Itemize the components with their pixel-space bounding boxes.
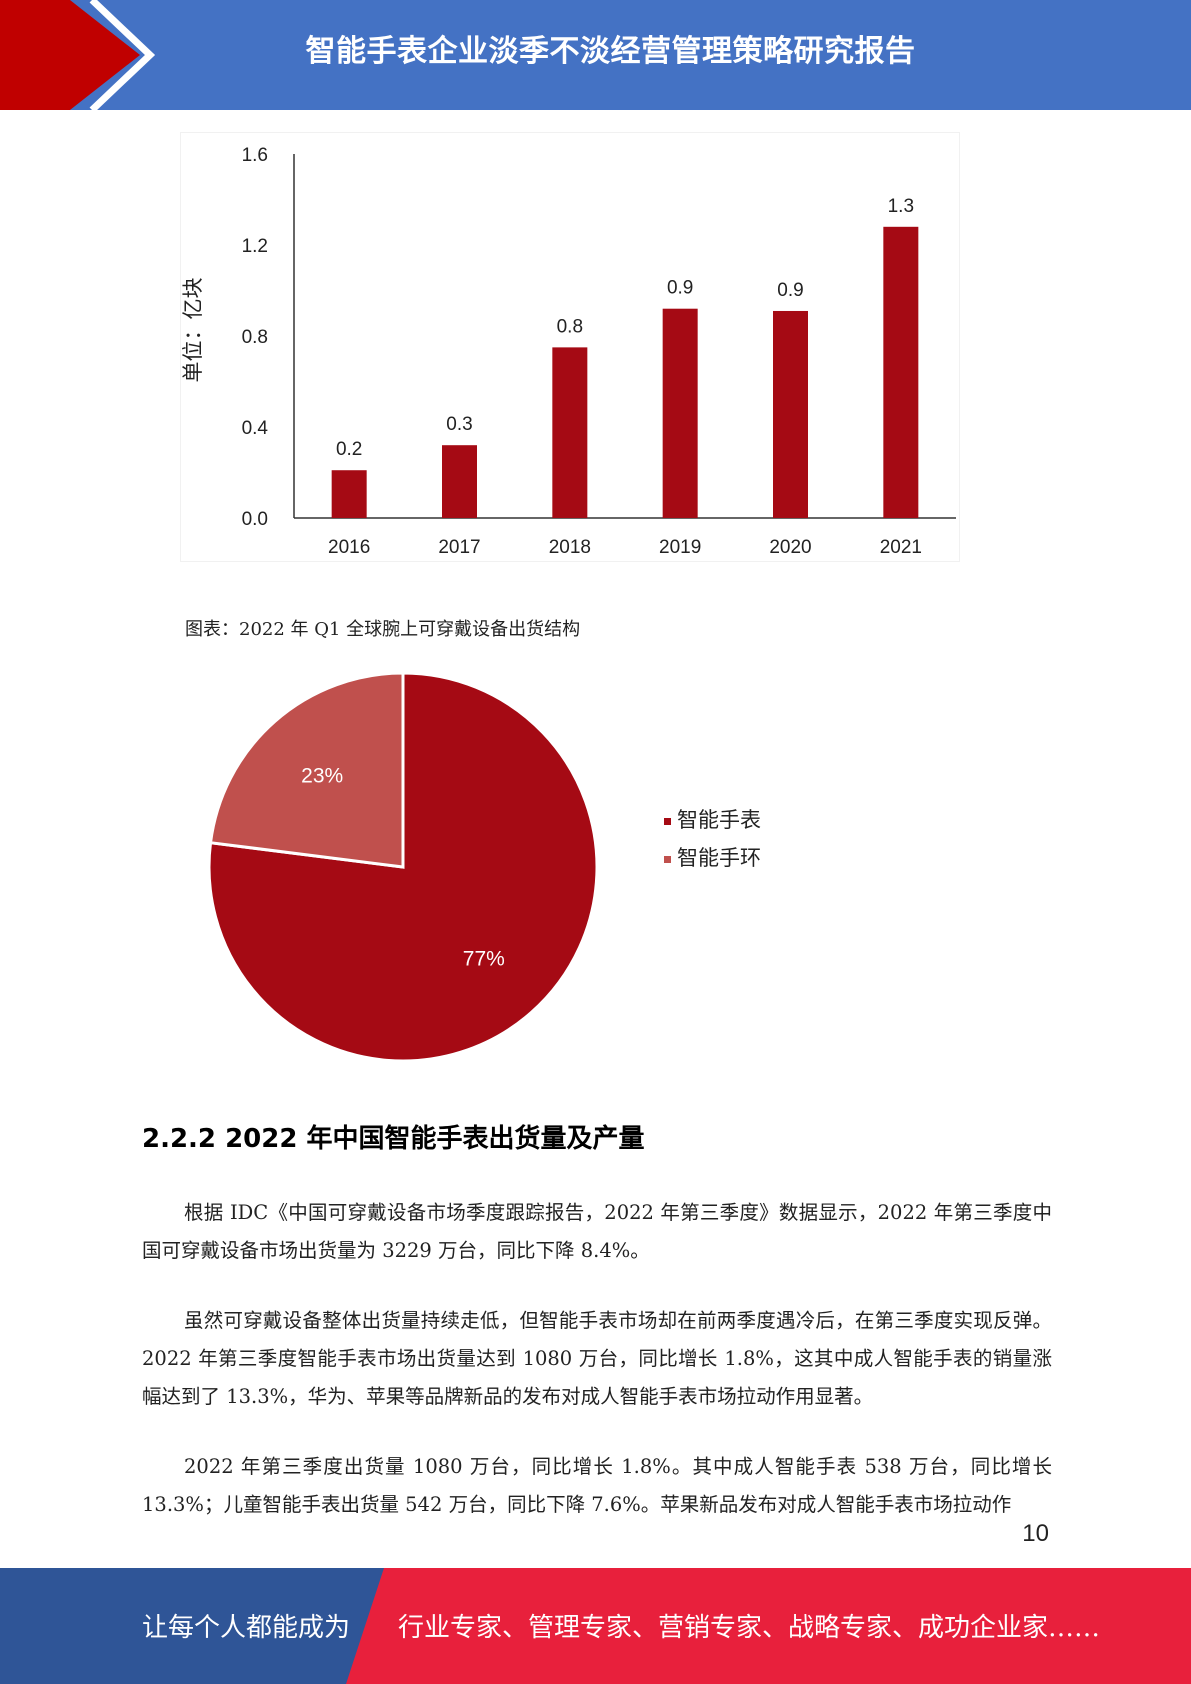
footer-banner-graphic bbox=[0, 1568, 1191, 1684]
y-axis-title: 单位：亿块 bbox=[181, 278, 205, 383]
header-banner-graphic bbox=[0, 0, 1191, 110]
bar-2019 bbox=[662, 308, 698, 518]
x-tick-label: 2018 bbox=[549, 537, 591, 558]
y-tick-label: 0.4 bbox=[242, 418, 269, 439]
bar-2021 bbox=[883, 226, 919, 519]
body-paragraph: 虽然可穿戴设备整体出货量持续走低，但智能手表市场却在前两季度遇冷后，在第三季度实… bbox=[142, 1309, 1052, 1408]
bar-data-label: 0.8 bbox=[557, 316, 583, 337]
bar-data-label: 0.2 bbox=[336, 439, 362, 460]
bar-data-label: 0.9 bbox=[777, 280, 803, 301]
legend-swatch bbox=[664, 856, 671, 863]
legend-label: 智能手环 bbox=[677, 846, 761, 870]
y-tick-label: 1.6 bbox=[242, 145, 268, 166]
y-tick-label: 0.8 bbox=[242, 327, 268, 348]
body-paragraph: 根据 IDC《中国可穿戴设备市场季度跟踪报告，2022 年第三季度》数据显示，2… bbox=[142, 1201, 1052, 1262]
x-tick-label: 2016 bbox=[328, 537, 370, 558]
page-number: 10 bbox=[1022, 1520, 1049, 1547]
y-tick-label: 0.0 bbox=[242, 509, 268, 530]
pie-slice-label: 77% bbox=[463, 948, 505, 971]
x-tick-label: 2021 bbox=[880, 537, 922, 558]
bar-data-label: 0.9 bbox=[667, 278, 693, 299]
legend-label: 智能手表 bbox=[677, 808, 761, 832]
pie-slice-label: 23% bbox=[301, 764, 343, 787]
x-tick-label: 2017 bbox=[438, 537, 480, 558]
bar-2018 bbox=[552, 347, 588, 518]
bar-data-label: 0.3 bbox=[446, 414, 472, 435]
bar-data-label: 1.3 bbox=[888, 196, 914, 217]
report-title: 智能手表企业淡季不淡经营管理策略研究报告 bbox=[305, 34, 916, 69]
page-header: 智能手表企业淡季不淡经营管理策略研究报告 bbox=[0, 0, 1191, 110]
bar-2020 bbox=[773, 310, 808, 518]
x-tick-label: 2020 bbox=[769, 537, 811, 558]
page-footer: 让每个人都能成为 行业专家、管理专家、营销专家、战略专家、成功企业家…… bbox=[0, 1568, 1191, 1684]
bar-chart: 0.0 0.4 0.8 1.2 1.6 单位：亿块 0.2 2016 0.3 2017 0.8 20… bbox=[180, 132, 960, 562]
pie-slice-智能手环 bbox=[208, 671, 405, 869]
body-paragraph: 2022 年第三季度出货量 1080 万台，同比增长 1.8%。其中成人智能手表… bbox=[142, 1455, 1052, 1516]
bar-2017 bbox=[442, 445, 477, 518]
footer-slogan-left: 让每个人都能成为 bbox=[142, 1613, 351, 1643]
bar-chart-svg: 0.0 0.4 0.8 1.2 1.6 单位：亿块 0.2 2016 0.3 2017 0.8 20… bbox=[181, 145, 956, 558]
section-heading: 2.2.2 2022 年中国智能手表出货量及产量 bbox=[142, 1124, 645, 1154]
legend-swatch bbox=[664, 818, 671, 825]
pie-chart-caption: 图表：2022 年 Q1 全球腕上可穿戴设备出货结构 bbox=[185, 619, 581, 640]
pie-chart: 77% 23% 智能手表智能手环 bbox=[185, 660, 805, 1070]
y-tick-label: 1.2 bbox=[242, 236, 268, 257]
x-tick-label: 2019 bbox=[659, 537, 701, 558]
footer-slogan-right: 行业专家、管理专家、营销专家、战略专家、成功企业家…… bbox=[398, 1613, 1101, 1643]
bar-2016 bbox=[331, 470, 367, 518]
pie-slice-智能手表 bbox=[207, 671, 599, 1063]
